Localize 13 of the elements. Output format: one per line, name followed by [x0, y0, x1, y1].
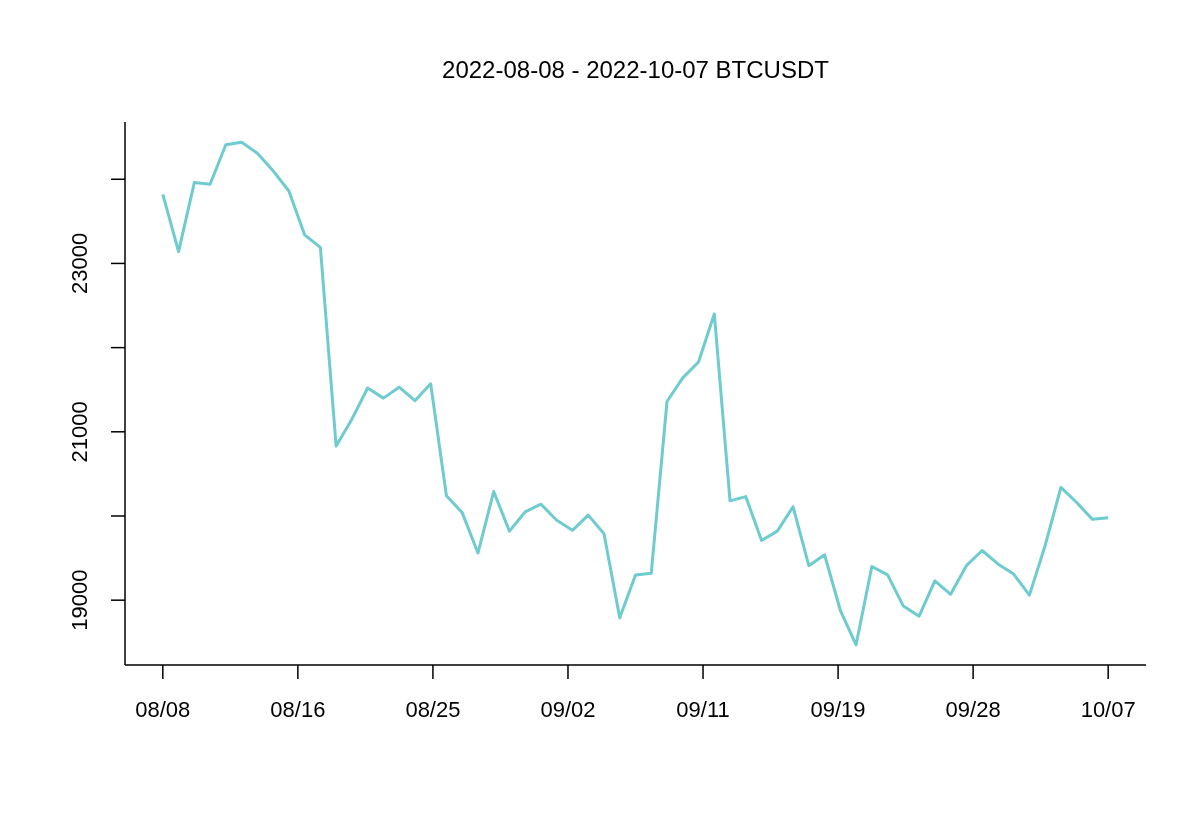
y-tick-label: 19000 [67, 569, 92, 631]
x-tick-label: 08/08 [135, 697, 191, 722]
x-tick-label: 09/19 [810, 697, 866, 722]
x-tick-label: 09/11 [676, 697, 730, 722]
line-series [161, 140, 1110, 647]
chart-title: 2022-08-08 - 2022-10-07 BTCUSDT [441, 56, 830, 84]
y-tick-label: 21000 [67, 401, 92, 463]
x-tick-label: 08/16 [270, 697, 326, 722]
y-tick-label: 23000 [67, 232, 92, 295]
x-tick-label: 10/07 [1080, 697, 1136, 722]
x-tick-label: 09/02 [540, 697, 596, 722]
x-tick-label: 08/25 [405, 697, 461, 722]
x-tick-label: 09/28 [945, 697, 1001, 722]
